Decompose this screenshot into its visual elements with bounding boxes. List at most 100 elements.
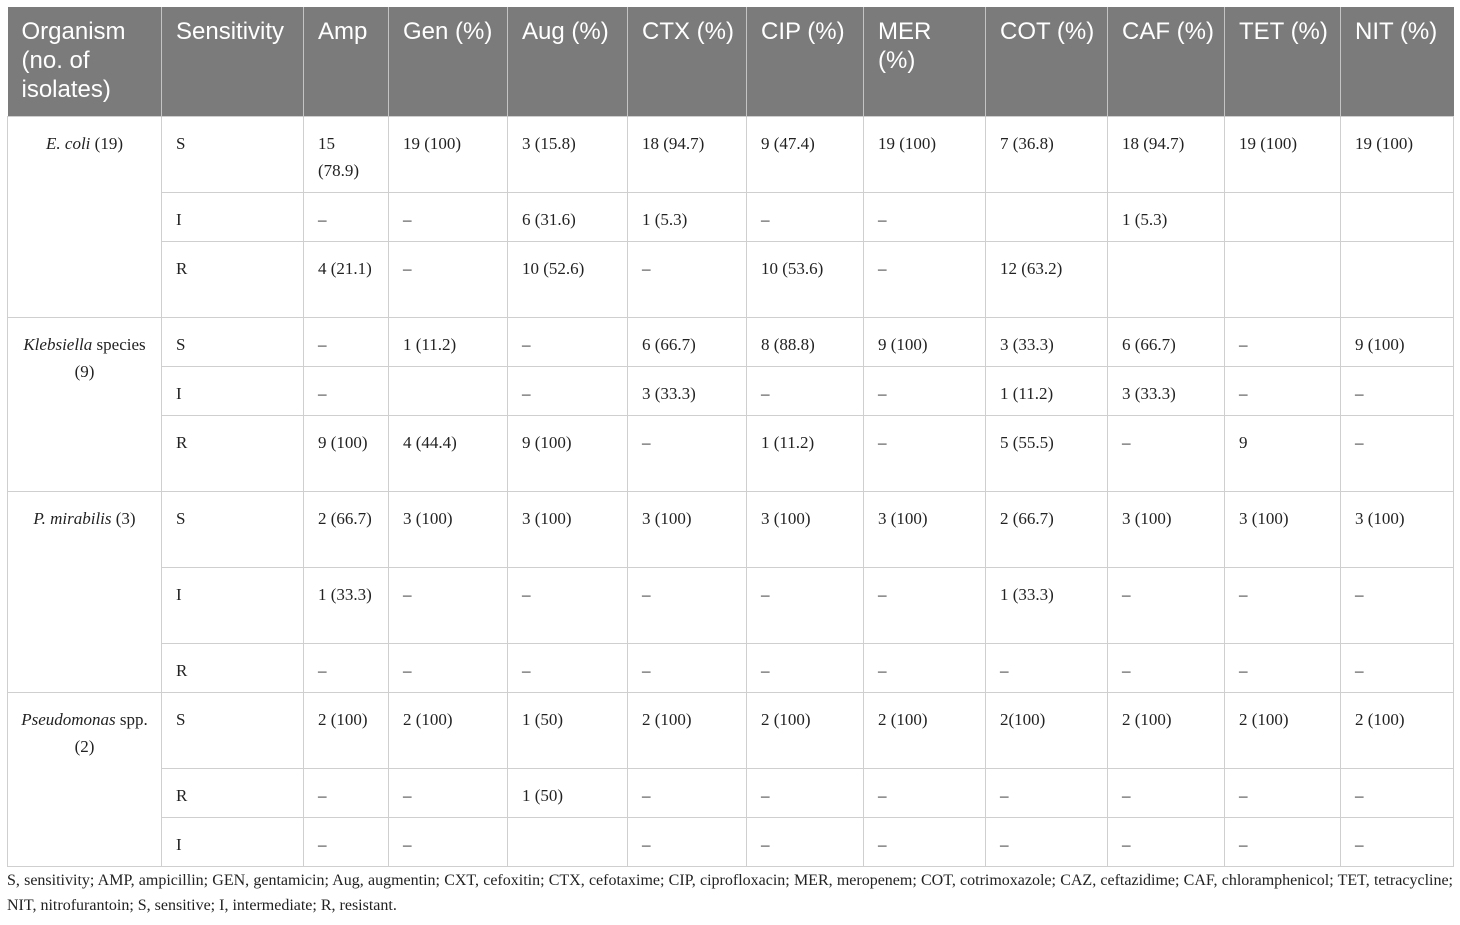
susceptibility-table-container: Organism (no. of isolates) Sensitivity A… bbox=[7, 7, 1454, 867]
sensitivity-cell: R bbox=[161, 643, 304, 693]
cell-gen: 2 (100) bbox=[388, 692, 508, 769]
table-row: R – –1 (50) – – – – – – – bbox=[8, 768, 1454, 818]
cell-nit: 2 (100) bbox=[1340, 692, 1454, 769]
cell-cot: 1 (33.3) bbox=[985, 567, 1108, 644]
header-ctx: CTX (%) bbox=[627, 7, 747, 117]
organism-name: E. coli bbox=[46, 134, 91, 153]
organism-cell: Klebsiella species (9) bbox=[7, 317, 162, 492]
cell-aug: 1 (50) bbox=[507, 692, 628, 769]
table-row: I – –3 (33.3) – –1 (11.2) 3 (33.3) – – bbox=[8, 366, 1454, 416]
organism-count: (3) bbox=[111, 509, 136, 528]
cell-tet: 3 (100) bbox=[1224, 491, 1341, 568]
cell-tet: – bbox=[1224, 567, 1341, 644]
cell-cot: 3 (33.3) bbox=[985, 317, 1108, 367]
sensitivity-cell: S bbox=[161, 317, 304, 367]
cell-aug: 3 (100) bbox=[507, 491, 628, 568]
header-mer: MER (%) bbox=[863, 7, 986, 117]
sensitivity-cell: S bbox=[161, 491, 304, 568]
cell-aug: 6 (31.6) bbox=[507, 192, 628, 242]
cell-mer: – bbox=[863, 415, 986, 492]
cell-caf: 3 (33.3) bbox=[1107, 366, 1225, 416]
cell-nit: – bbox=[1340, 567, 1454, 644]
cell-cip: – bbox=[746, 192, 864, 242]
cell-amp: 2 (100) bbox=[303, 692, 389, 769]
cell-caf bbox=[1107, 241, 1225, 318]
cell-amp: – bbox=[303, 366, 389, 416]
header-caf: CAF (%) bbox=[1107, 7, 1225, 117]
cell-ctx: 1 (5.3) bbox=[627, 192, 747, 242]
cell-cip: 10 (53.6) bbox=[746, 241, 864, 318]
cell-aug: – bbox=[507, 643, 628, 693]
cell-mer: 19 (100) bbox=[863, 116, 986, 193]
sensitivity-cell: R bbox=[161, 415, 304, 492]
cell-tet: 2 (100) bbox=[1224, 692, 1341, 769]
cell-gen: 3 (100) bbox=[388, 491, 508, 568]
cell-amp: 15 (78.9) bbox=[303, 116, 389, 193]
cell-gen: 4 (44.4) bbox=[388, 415, 508, 492]
header-tet: TET (%) bbox=[1224, 7, 1341, 117]
cell-mer: 9 (100) bbox=[863, 317, 986, 367]
organism-count: (19) bbox=[90, 134, 123, 153]
cell-mer: – bbox=[863, 366, 986, 416]
cell-ctx: 6 (66.7) bbox=[627, 317, 747, 367]
cell-tet bbox=[1224, 241, 1341, 318]
cell-nit: – bbox=[1340, 768, 1454, 818]
cell-cot: 12 (63.2) bbox=[985, 241, 1108, 318]
table-row: Pseudomonas spp. (2) S 2 (100) 2 (100) 1 (50… bbox=[7, 692, 1454, 867]
cell-caf: – bbox=[1107, 643, 1225, 693]
cell-cip: 9 (47.4) bbox=[746, 116, 864, 193]
cell-cip: 1 (11.2) bbox=[746, 415, 864, 492]
cell-mer: – bbox=[863, 643, 986, 693]
cell-nit: – bbox=[1340, 415, 1454, 492]
header-sensitivity: Sensitivity bbox=[161, 7, 304, 117]
cell-gen: – bbox=[388, 768, 508, 818]
cell-gen: – bbox=[388, 643, 508, 693]
header-amp: Amp bbox=[303, 7, 389, 117]
cell-caf: – bbox=[1107, 567, 1225, 644]
cell-nit bbox=[1340, 241, 1454, 318]
cell-nit: – bbox=[1340, 817, 1454, 867]
cell-cot: – bbox=[985, 768, 1108, 818]
sensitivity-cell: I bbox=[161, 366, 304, 416]
cell-cip: – bbox=[746, 567, 864, 644]
cell-caf: 2 (100) bbox=[1107, 692, 1225, 769]
organism-cell: E. coli (19) bbox=[7, 116, 162, 318]
table-footnote: S, sensitivity; AMP, ampicillin; GEN, ge… bbox=[7, 872, 1453, 914]
cell-amp: – bbox=[303, 643, 389, 693]
header-cip: CIP (%) bbox=[746, 7, 864, 117]
cell-mer: 3 (100) bbox=[863, 491, 986, 568]
cell-ctx: – bbox=[627, 241, 747, 318]
cell-tet: – bbox=[1224, 366, 1341, 416]
cell-aug bbox=[507, 817, 628, 867]
cell-mer: – bbox=[863, 192, 986, 242]
cell-aug: 3 (15.8) bbox=[507, 116, 628, 193]
sensitivity-cell: R bbox=[161, 768, 304, 818]
cell-ctx: – bbox=[627, 643, 747, 693]
cell-cip: – bbox=[746, 366, 864, 416]
table-row: Klebsiella species (9) S –1 (11.2) –6 (66.7… bbox=[7, 317, 1454, 492]
cell-tet bbox=[1224, 192, 1341, 242]
cell-aug: 10 (52.6) bbox=[507, 241, 628, 318]
cell-gen: – bbox=[388, 817, 508, 867]
cell-aug: – bbox=[507, 567, 628, 644]
cell-caf: 6 (66.7) bbox=[1107, 317, 1225, 367]
cell-caf: – bbox=[1107, 817, 1225, 867]
sensitivity-cell: S bbox=[161, 116, 304, 193]
cell-caf: 1 (5.3) bbox=[1107, 192, 1225, 242]
cell-cot: 2 (66.7) bbox=[985, 491, 1108, 568]
cell-mer: – bbox=[863, 768, 986, 818]
cell-tet: – bbox=[1224, 317, 1341, 367]
cell-gen: – bbox=[388, 241, 508, 318]
sensitivity-cell: S bbox=[161, 692, 304, 769]
sensitivity-cell: R bbox=[161, 241, 304, 318]
cell-nit bbox=[1340, 192, 1454, 242]
cell-tet: – bbox=[1224, 817, 1341, 867]
table-row: E. coli (19) S 15 (78.9) 19 (100) 3 (15.8) 18… bbox=[7, 116, 1454, 318]
cell-cip: – bbox=[746, 643, 864, 693]
cell-nit: – bbox=[1340, 643, 1454, 693]
header-cot: COT (%) bbox=[985, 7, 1108, 117]
sensitivity-cell: I bbox=[161, 567, 304, 644]
cell-caf: 18 (94.7) bbox=[1107, 116, 1225, 193]
table-row: I – – – – – – – – – bbox=[8, 817, 1454, 867]
